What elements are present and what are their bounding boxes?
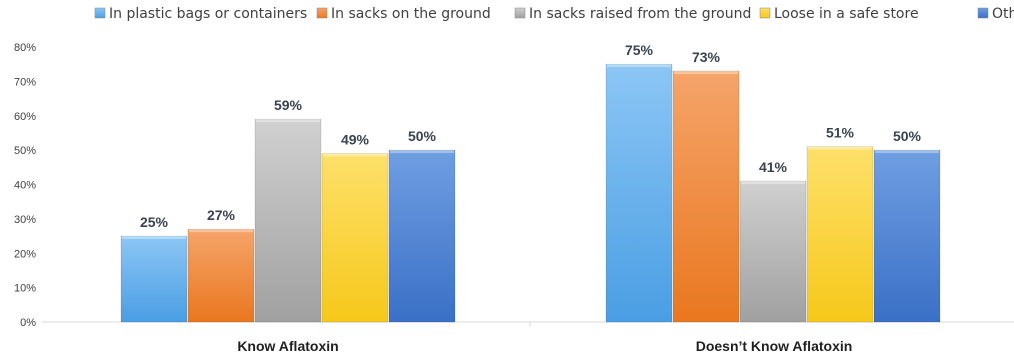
legend-label: In plastic bags or containers <box>109 6 307 22</box>
y-tick-label: 60% <box>14 111 36 123</box>
bar <box>806 146 874 323</box>
category-label: Doesn’t Know Aflatoxin <box>696 338 853 354</box>
legend: In plastic bags or containers In sacks on… <box>94 6 1014 22</box>
bar-highlight <box>390 150 454 154</box>
bar-highlight <box>808 146 872 150</box>
bar <box>388 149 456 323</box>
legend-item: In sacks raised from the ground <box>514 6 751 22</box>
data-label: 50% <box>893 128 922 144</box>
bar-highlight <box>323 153 387 157</box>
legend-label: In sacks raised from the ground <box>529 6 751 22</box>
data-label: 59% <box>274 97 303 113</box>
bar <box>873 149 941 323</box>
bar <box>672 70 740 323</box>
data-label: 41% <box>759 159 788 175</box>
data-label: 75% <box>625 42 654 58</box>
bar <box>187 228 255 323</box>
data-label: 51% <box>826 125 855 141</box>
bar-highlight <box>256 119 320 123</box>
bar-highlight <box>875 150 939 154</box>
legend-swatch <box>316 7 328 19</box>
legend-swatch <box>94 7 106 19</box>
bar <box>739 180 807 323</box>
legend-label: Loose in a safe store <box>774 6 919 22</box>
legend-item: In sacks on the ground <box>316 6 491 22</box>
legend-item: Other <box>977 6 1014 22</box>
y-axis: 0% 10% 20% 30% 40% 50% 60% 70% 80% <box>14 42 36 329</box>
x-axis: Know Aflatoxin Doesn’t Know Aflatoxin <box>237 338 852 354</box>
bar <box>120 235 188 323</box>
legend-swatch <box>759 7 771 19</box>
bar-highlight <box>741 181 805 185</box>
y-tick-label: 40% <box>14 180 36 192</box>
y-tick-label: 20% <box>14 248 36 260</box>
bar <box>605 63 673 323</box>
legend-label: Other <box>992 6 1014 22</box>
y-tick-label: 80% <box>14 42 36 54</box>
bar-highlight <box>122 236 186 240</box>
category-label: Know Aflatoxin <box>237 338 338 354</box>
bar <box>254 118 322 323</box>
y-tick-label: 0% <box>20 317 36 329</box>
y-tick-label: 10% <box>14 283 36 295</box>
legend-swatch <box>977 7 989 19</box>
bar-highlight <box>189 229 253 233</box>
legend-item: Loose in a safe store <box>759 6 919 22</box>
y-tick-label: 50% <box>14 145 36 157</box>
y-tick-label: 30% <box>14 214 36 226</box>
legend-label: In sacks on the ground <box>331 6 491 22</box>
data-label: 25% <box>140 214 169 230</box>
data-label: 73% <box>692 49 721 65</box>
data-label: 27% <box>207 207 236 223</box>
data-label: 49% <box>341 132 370 148</box>
bar <box>321 153 389 323</box>
bar-highlight <box>607 64 671 68</box>
bar-highlight <box>674 71 738 75</box>
bars: 25% 27% 59% 49% 50% 75% 73% 41% 51% 50% <box>120 42 941 323</box>
legend-swatch <box>514 7 526 19</box>
data-label: 50% <box>408 128 437 144</box>
legend-item: In plastic bags or containers <box>94 6 307 22</box>
y-tick-label: 70% <box>14 76 36 88</box>
